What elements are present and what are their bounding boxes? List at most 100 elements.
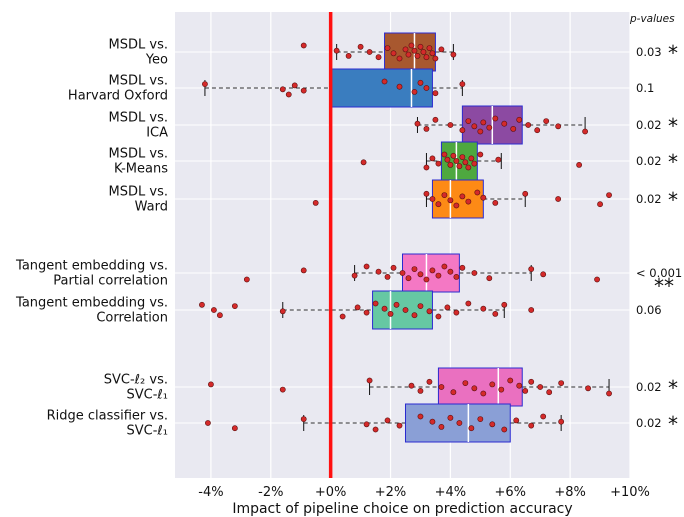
- data-point: [414, 120, 421, 127]
- data-point: [480, 119, 487, 126]
- row-label: MSDL vs. K-Means: [109, 147, 169, 177]
- iqr-box: [372, 290, 433, 330]
- data-point: [525, 122, 532, 128]
- data-point: [393, 301, 400, 308]
- data-point: [408, 382, 415, 389]
- data-point: [405, 51, 412, 58]
- significance-stars: *: [668, 188, 678, 212]
- x-tick-label: +4%: [435, 485, 467, 500]
- data-point: [534, 127, 541, 134]
- data-point: [426, 378, 433, 385]
- data-point: [528, 307, 535, 313]
- significance-stars: *: [668, 114, 678, 138]
- x-tick-label: +10%: [610, 485, 650, 500]
- data-point: [594, 276, 600, 283]
- row-label-line: Ridge classifier vs.: [47, 409, 168, 424]
- data-point: [243, 276, 250, 283]
- data-point: [447, 197, 454, 204]
- data-point: [471, 123, 478, 130]
- data-point: [522, 190, 529, 197]
- data-point: [285, 91, 292, 98]
- row-label-line: SVC-ℓ₁: [127, 388, 169, 403]
- data-point: [366, 377, 373, 384]
- row-label-line: SVC-ℓ₂ vs.: [104, 373, 168, 388]
- box-row: [300, 32, 457, 72]
- data-point: [468, 155, 475, 162]
- data-point: [414, 53, 421, 59]
- data-point: [360, 159, 367, 166]
- row-label-line: MSDL vs.: [109, 147, 168, 162]
- data-point: [462, 159, 469, 166]
- data-point: [438, 46, 445, 53]
- data-point: [432, 55, 439, 62]
- row-label: MSDL vs. Harvard Oxford: [68, 74, 168, 104]
- data-point: [384, 417, 391, 424]
- data-point: [357, 43, 364, 50]
- row-label-line: Yeo: [145, 53, 168, 68]
- data-point: [300, 42, 307, 49]
- row-label: MSDL vs. Ward: [109, 185, 168, 215]
- data-point: [217, 312, 223, 319]
- data-point: [435, 201, 442, 208]
- data-point: [423, 164, 430, 171]
- data-point: [456, 163, 463, 170]
- data-point: [312, 199, 319, 206]
- data-point: [390, 264, 397, 271]
- data-point: [555, 196, 562, 202]
- data-point: [363, 421, 370, 428]
- significance-stars: *: [668, 412, 678, 436]
- box-row: [199, 290, 535, 330]
- data-point: [441, 192, 448, 198]
- data-point: [465, 300, 472, 307]
- data-point: [279, 308, 286, 315]
- data-point: [417, 413, 424, 420]
- x-tick-label: +2%: [375, 485, 407, 500]
- p-value: 0.02: [636, 118, 662, 132]
- data-point: [375, 268, 382, 275]
- data-point: [384, 45, 391, 51]
- p-value: 0.03: [636, 45, 662, 59]
- x-tick-label: +8%: [554, 485, 586, 500]
- data-point: [477, 416, 484, 422]
- data-point: [582, 128, 588, 135]
- data-point: [528, 266, 535, 272]
- row-label-line: MSDL vs.: [109, 74, 168, 89]
- box-row: [414, 105, 588, 145]
- data-point: [474, 189, 481, 196]
- data-point: [411, 266, 418, 272]
- data-point: [459, 81, 466, 87]
- data-point: [465, 118, 472, 124]
- data-point: [279, 386, 286, 393]
- data-point: [492, 199, 499, 206]
- box-row: [202, 68, 466, 108]
- data-point: [495, 156, 502, 163]
- data-point: [516, 116, 523, 123]
- data-point: [513, 417, 520, 424]
- row-label-line: SVC-ℓ₁: [127, 424, 169, 439]
- data-point: [477, 128, 484, 135]
- data-point: [558, 418, 565, 425]
- data-point: [417, 303, 424, 309]
- data-point: [372, 300, 379, 307]
- row-label-line: MSDL vs.: [109, 38, 168, 53]
- data-point: [444, 156, 451, 163]
- data-point: [208, 381, 214, 388]
- data-point: [585, 385, 591, 392]
- data-point: [354, 304, 361, 311]
- data-point: [402, 46, 409, 53]
- data-point: [501, 120, 508, 127]
- data-point: [417, 43, 424, 50]
- data-point: [438, 384, 445, 390]
- data-point: [447, 414, 454, 421]
- data-point: [417, 387, 424, 394]
- data-point: [231, 425, 238, 432]
- x-tick-label: +0%: [315, 485, 347, 500]
- significance-stars: *: [668, 376, 678, 400]
- boxes-layer: [199, 32, 612, 443]
- box-row: [312, 179, 612, 219]
- data-point: [202, 81, 208, 87]
- data-point: [522, 387, 529, 394]
- data-point: [423, 125, 430, 132]
- data-point: [396, 55, 403, 62]
